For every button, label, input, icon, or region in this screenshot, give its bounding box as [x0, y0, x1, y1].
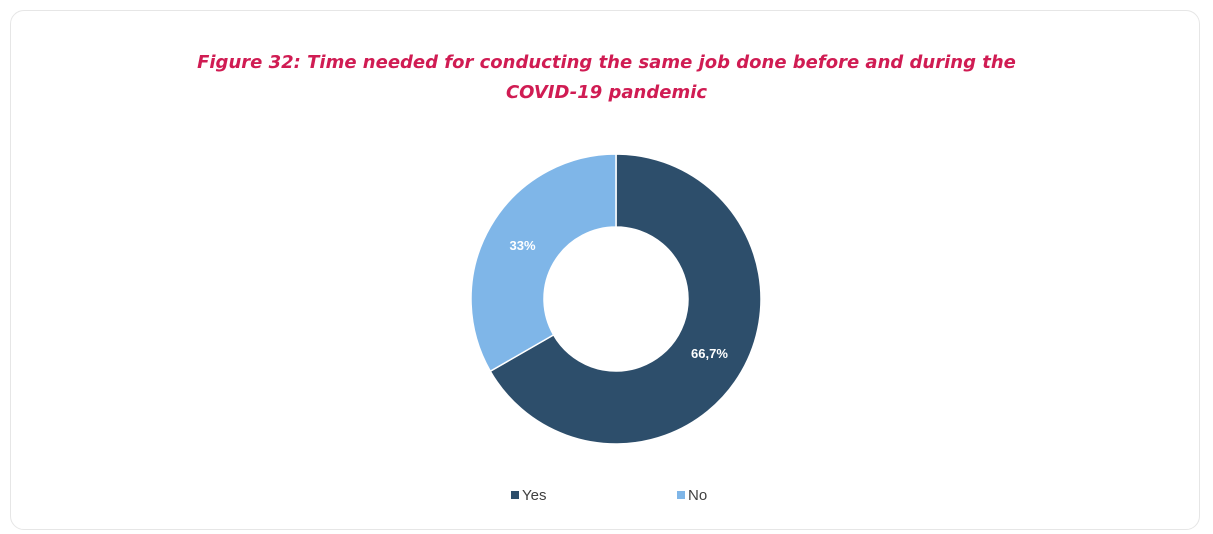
donut-data-labels: 66,7% 33% — [510, 238, 729, 361]
chart-title-line-2: COVID-19 pandemic — [505, 82, 708, 103]
donut-slices — [470, 153, 762, 445]
legend-item-no: No — [677, 484, 707, 506]
donut-slice-yes — [489, 153, 762, 445]
data-label-yes: 66,7% — [691, 346, 728, 361]
chart-title: Figure 32: Time needed for conducting th… — [0, 48, 1213, 108]
chart-legend: Yes No — [0, 484, 1213, 506]
legend-swatch-no — [677, 491, 685, 499]
legend-item-yes: Yes — [511, 484, 546, 506]
legend-swatch-yes — [511, 491, 519, 499]
donut-slice-no — [470, 153, 617, 373]
data-label-no: 33% — [510, 238, 536, 253]
chart-title-line-1: Figure 32: Time needed for conducting th… — [197, 52, 1016, 73]
legend-label-no: No — [688, 486, 708, 504]
legend-label-yes: Yes — [522, 486, 547, 504]
